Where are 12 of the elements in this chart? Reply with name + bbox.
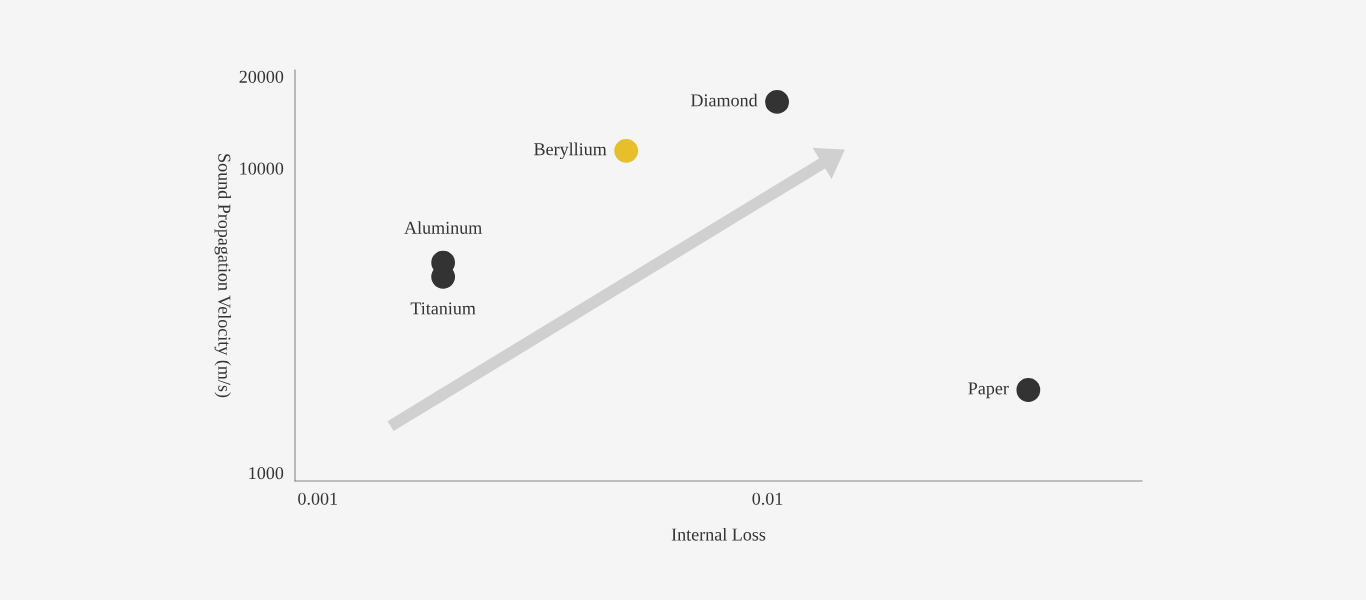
series-label: Titanium [410, 302, 476, 315]
x-tick-label: 0.01 [752, 492, 783, 505]
y-tick-label: 10000 [240, 162, 284, 175]
y-tick-label: 1000 [249, 467, 284, 480]
x-axis-title: Internal Loss [671, 527, 766, 541]
series-label: Diamond [690, 93, 758, 107]
x-tick-label: 0.001 [298, 492, 337, 505]
series-label: Aluminum [404, 221, 482, 234]
y-tick-label: 20000 [239, 70, 284, 83]
series-label: Paper [968, 382, 1009, 399]
y-axis-title: Sound Propagation Velocity (m/s) [214, 154, 231, 398]
series-label: Beryllium [534, 142, 607, 160]
